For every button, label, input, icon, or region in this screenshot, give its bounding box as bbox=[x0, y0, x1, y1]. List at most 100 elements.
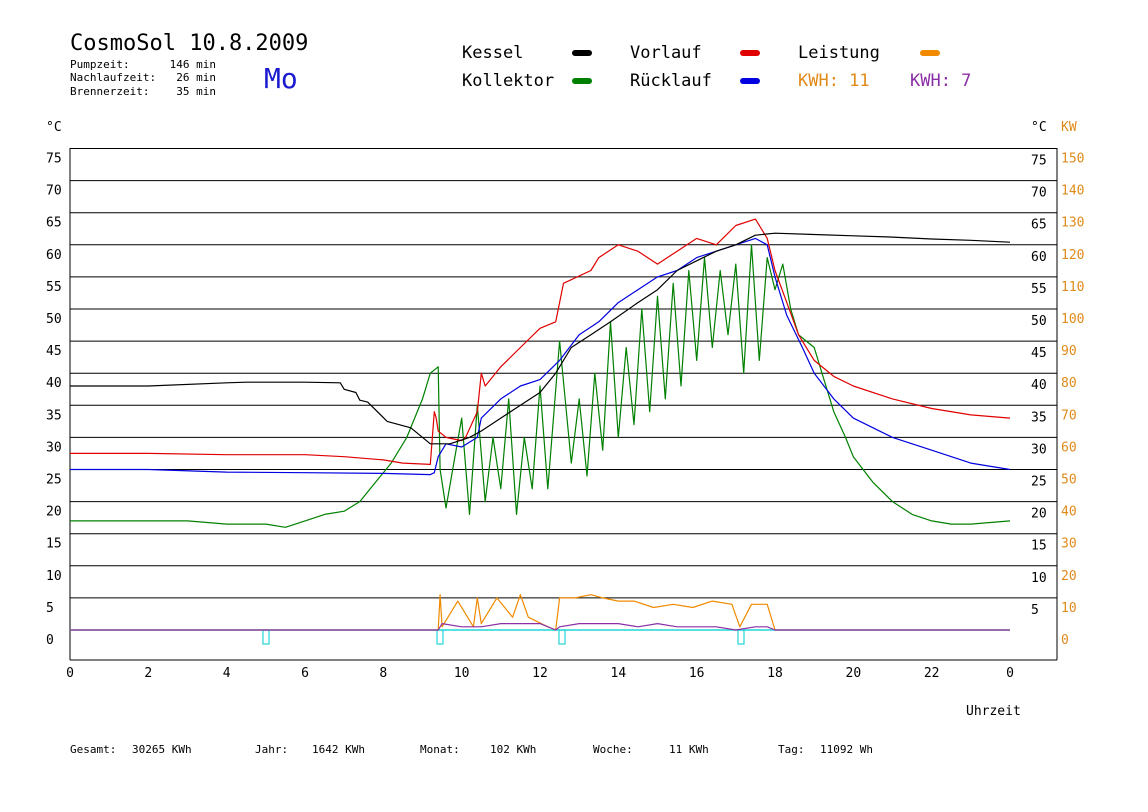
x-tick-label: 6 bbox=[301, 666, 309, 681]
stat-label: Brennerzeit: bbox=[70, 85, 149, 98]
y2-tick-label: 10 bbox=[1031, 571, 1047, 586]
y2-tick-label: 45 bbox=[1031, 346, 1047, 361]
footer-value: 1642 KWh bbox=[312, 743, 365, 756]
y-tick-label: 15 bbox=[46, 537, 62, 552]
stat-label: Pumpzeit: bbox=[70, 58, 130, 71]
y2-tick-label: 25 bbox=[1031, 475, 1047, 490]
y-tick-label: 20 bbox=[46, 505, 62, 520]
x-tick-label: 22 bbox=[924, 666, 940, 681]
y-tick-label: 60 bbox=[46, 248, 62, 263]
stat-value: 146 min bbox=[170, 58, 216, 71]
legend-swatch-leistung bbox=[920, 50, 940, 56]
legend-label-ruecklauf: Rücklauf bbox=[630, 71, 712, 91]
footer-label: Woche: bbox=[593, 743, 633, 756]
series-line-leistung bbox=[70, 594, 1010, 631]
y2-tick-label: 40 bbox=[1031, 378, 1047, 393]
y2-power-tick-label: 0 bbox=[1061, 633, 1069, 648]
y-tick-label: 30 bbox=[46, 440, 62, 455]
y-tick-label: 40 bbox=[46, 376, 62, 391]
x-tick-label: 2 bbox=[144, 666, 152, 681]
grid bbox=[70, 148, 1057, 599]
stat-value: 26 min bbox=[176, 71, 216, 84]
y2-power-tick-label: 120 bbox=[1061, 248, 1084, 263]
y-right-power-ticks: 0 10 20 30 40 50 60 70 80 90 100 110 120 130 140 150 bbox=[1061, 152, 1084, 649]
y-right-unit-power: KW bbox=[1061, 120, 1077, 135]
y2-power-tick-label: 70 bbox=[1061, 408, 1077, 423]
x-tick-label: 20 bbox=[846, 666, 862, 681]
x-tick-label: 8 bbox=[379, 666, 387, 681]
y2-power-tick-label: 90 bbox=[1061, 344, 1077, 359]
footer-label: Jahr: bbox=[255, 743, 288, 756]
series-line-r-cklauf bbox=[70, 237, 1011, 476]
x-tick-label: 0 bbox=[1006, 666, 1014, 681]
footer-value: 11092 Wh bbox=[820, 743, 873, 756]
stat-value: 35 min bbox=[176, 85, 216, 98]
footer-label: Monat: bbox=[420, 743, 460, 756]
legend-label-leistung: Leistung bbox=[798, 43, 880, 63]
y-tick-label: 75 bbox=[46, 152, 62, 167]
y-tick-label: 0 bbox=[46, 633, 54, 648]
y2-power-tick-label: 140 bbox=[1061, 184, 1084, 199]
y2-tick-label: 75 bbox=[1031, 154, 1047, 169]
y2-power-tick-label: 60 bbox=[1061, 440, 1077, 455]
y2-tick-label: 50 bbox=[1031, 314, 1047, 329]
x-tick-label: 12 bbox=[532, 666, 548, 681]
y-tick-label: 65 bbox=[46, 216, 62, 231]
y2-tick-label: 60 bbox=[1031, 250, 1047, 265]
x-tick-label: 4 bbox=[223, 666, 231, 681]
marker bbox=[558, 629, 566, 645]
y2-power-tick-label: 80 bbox=[1061, 376, 1077, 391]
y2-tick-label: 20 bbox=[1031, 507, 1047, 522]
y2-power-tick-label: 130 bbox=[1061, 216, 1084, 231]
y-tick-label: 35 bbox=[46, 408, 62, 423]
x-tick-label: 16 bbox=[689, 666, 705, 681]
legend-kwh-purple: KWH: 7 bbox=[910, 71, 971, 91]
y-tick-label: 10 bbox=[46, 569, 62, 584]
y2-tick-label: 5 bbox=[1031, 603, 1039, 618]
marker bbox=[436, 629, 444, 645]
y2-power-tick-label: 100 bbox=[1061, 312, 1084, 327]
y-tick-label: 55 bbox=[46, 280, 62, 295]
legend-swatch-kessel bbox=[572, 50, 592, 56]
stat-label: Nachlaufzeit: bbox=[70, 71, 156, 84]
y2-tick-label: 70 bbox=[1031, 186, 1047, 201]
x-axis-label: Uhrzeit bbox=[966, 704, 1021, 719]
legend: Kessel Vorlauf Leistung Kollektor Rückla… bbox=[462, 43, 971, 91]
y-tick-label: 50 bbox=[46, 312, 62, 327]
footer-label: Tag: bbox=[778, 743, 805, 756]
x-tick-label: 0 bbox=[66, 666, 74, 681]
y-left-unit: °C bbox=[46, 120, 62, 135]
marker bbox=[737, 629, 745, 645]
chart-title: CosmoSol 10.8.2009 bbox=[70, 31, 308, 56]
y2-power-tick-label: 150 bbox=[1061, 152, 1084, 167]
y2-tick-label: 55 bbox=[1031, 282, 1047, 297]
footer-value: 30265 KWh bbox=[132, 743, 192, 756]
x-tick-label: 10 bbox=[454, 666, 470, 681]
legend-swatch-vorlauf bbox=[740, 50, 760, 56]
y-right-unit-temp: °C bbox=[1031, 120, 1047, 135]
footer-stats: Gesamt: 30265 KWh Jahr: 1642 KWh Monat: … bbox=[70, 743, 873, 756]
y2-tick-label: 65 bbox=[1031, 218, 1047, 233]
y2-power-tick-label: 30 bbox=[1061, 537, 1077, 552]
series-layer bbox=[70, 218, 1011, 631]
series-line-vorlauf bbox=[70, 218, 1011, 465]
y2-tick-label: 35 bbox=[1031, 410, 1047, 425]
footer-value: 11 KWh bbox=[669, 743, 709, 756]
x-ticks: 0 2 4 6 8 10 12 14 16 18 20 22 0 bbox=[66, 666, 1014, 681]
y2-power-tick-label: 40 bbox=[1061, 505, 1077, 520]
legend-swatch-kollektor bbox=[572, 78, 592, 84]
series-line-kollektor bbox=[70, 244, 1011, 528]
marker bbox=[262, 629, 270, 645]
day-label: Mo bbox=[264, 62, 298, 95]
y2-power-tick-label: 50 bbox=[1061, 473, 1077, 488]
legend-label-vorlauf: Vorlauf bbox=[630, 43, 702, 63]
footer-value: 102 KWh bbox=[490, 743, 536, 756]
series-line-leistung-kwh-7 bbox=[70, 622, 1010, 631]
y-tick-label: 45 bbox=[46, 344, 62, 359]
y-tick-label: 70 bbox=[46, 184, 62, 199]
y2-tick-label: 30 bbox=[1031, 442, 1047, 457]
legend-swatch-ruecklauf bbox=[740, 78, 760, 84]
legend-label-kollektor: Kollektor bbox=[462, 71, 554, 91]
y-tick-label: 25 bbox=[46, 473, 62, 488]
